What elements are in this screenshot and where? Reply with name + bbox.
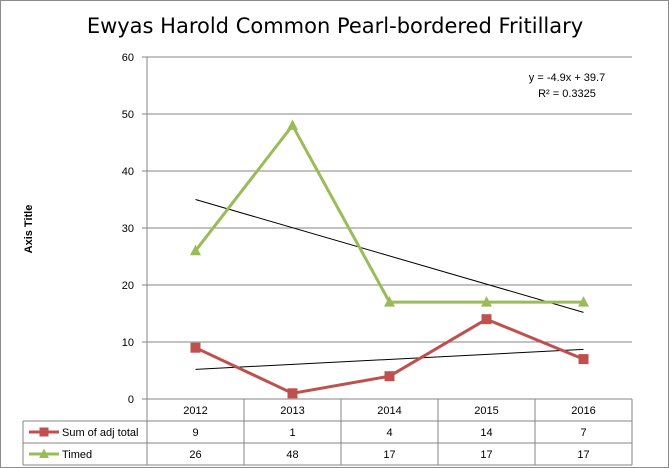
x-category-label: 2013 — [280, 405, 304, 417]
y-tick-label: 0 — [128, 394, 134, 406]
table-cell-sum-of-adj-total: 14 — [480, 427, 492, 439]
y-tick-label: 60 — [122, 52, 134, 64]
data-point-timed — [190, 244, 201, 256]
chart-title: Ewyas Harold Common Pearl-bordered Friti… — [87, 14, 583, 38]
x-category-label: 2012 — [183, 405, 207, 417]
y-tick-label: 30 — [122, 223, 134, 235]
legend-marker-sum-of-adj-total — [39, 427, 49, 437]
legend-label-timed: Timed — [62, 449, 92, 461]
series-line-timed — [194, 123, 584, 304]
y-tick-label: 20 — [122, 280, 134, 292]
legend-marker-timed — [39, 448, 49, 459]
data-point-sum-of-adj-total — [384, 371, 395, 382]
data-point-timed — [578, 296, 589, 307]
data-point-sum-of-adj-total — [287, 388, 298, 399]
y-tick-label: 40 — [122, 166, 134, 178]
data-point-timed — [481, 296, 492, 307]
trendlines — [195, 199, 584, 370]
table-cell-sum-of-adj-total: 4 — [386, 427, 392, 439]
y-tick-labels: 0 10 20 30 40 50 60 — [122, 52, 134, 406]
x-category-label: 2015 — [474, 405, 498, 417]
table-cell-sum-of-adj-total: 9 — [192, 427, 198, 439]
series-line-sum-of-adj-total — [194, 317, 585, 395]
data-point-timed — [287, 119, 298, 130]
trendline-sum-of-adj-total — [195, 348, 584, 370]
table-cell-timed: 26 — [189, 449, 201, 461]
table-cell-timed: 48 — [286, 449, 298, 461]
table-cell-timed: 17 — [383, 449, 395, 461]
trend-equation: y = -4.9x + 39.7 — [529, 72, 605, 84]
data-point-sum-of-adj-total — [578, 354, 589, 365]
trend-r-squared: R² = 0.3325 — [538, 88, 596, 100]
y-tick-label: 10 — [122, 337, 134, 349]
x-category-label: 2014 — [377, 405, 401, 417]
table-cell-timed: 17 — [577, 449, 589, 461]
table-cell-sum-of-adj-total: 1 — [289, 427, 295, 439]
y-tick-label: 50 — [122, 109, 134, 121]
y-axis-title: Axis Title — [23, 205, 35, 254]
table-cell-sum-of-adj-total: 7 — [580, 427, 586, 439]
data-point-timed — [384, 296, 395, 307]
legend-label-sum-of-adj-total: Sum of adj total — [62, 427, 138, 439]
series-lines — [190, 119, 589, 399]
trendline-timed — [195, 199, 584, 313]
data-point-sum-of-adj-total — [481, 314, 492, 325]
data-point-sum-of-adj-total — [190, 342, 201, 353]
gridlines — [142, 56, 632, 400]
x-category-label: 2016 — [571, 405, 595, 417]
table-cell-timed: 17 — [480, 449, 492, 461]
